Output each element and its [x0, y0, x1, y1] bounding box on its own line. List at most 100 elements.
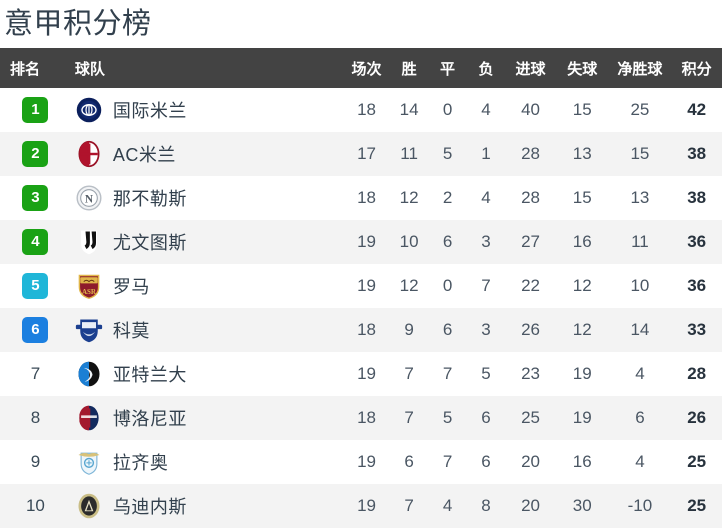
won-cell: 6 [404, 452, 414, 471]
goals-against-cell: 12 [572, 320, 592, 339]
lost-cell: 7 [481, 276, 491, 295]
page-title: 意甲积分榜 [4, 8, 152, 40]
inter-milan-crest [75, 96, 103, 124]
goals-for-cell: 40 [521, 100, 541, 119]
won-cell: 10 [399, 232, 419, 251]
table-row[interactable]: 3 N 那不勒斯 18 12 2 4 28 15 13 38 [0, 176, 722, 220]
goal-diff-cell: 13 [630, 188, 650, 207]
goal-diff-cell: 15 [630, 144, 650, 163]
rank-number: 10 [25, 496, 45, 515]
team-name: 博洛尼亚 [112, 409, 187, 429]
team-name: 科莫 [112, 321, 150, 341]
juventus-crest [75, 228, 103, 256]
column-header-drawn: 平 [440, 60, 456, 78]
drawn-cell: 5 [442, 144, 453, 163]
goals-against-cell: 16 [572, 232, 592, 251]
lost-cell: 3 [481, 320, 491, 339]
team-cell[interactable]: 科莫 [71, 308, 343, 352]
goals-for-cell: 20 [521, 496, 541, 515]
goals-against-cell: 16 [572, 452, 592, 471]
goal-diff-cell: 6 [635, 408, 645, 427]
lost-cell: 5 [481, 364, 491, 383]
lazio-crest [75, 448, 103, 476]
como-crest [75, 316, 103, 344]
drawn-cell: 7 [442, 364, 453, 383]
played-cell: 19 [357, 276, 377, 295]
table-header-row: 排名 球队 场次 胜 平 负 进球 失球 净胜球 积分 [0, 48, 722, 88]
won-cell: 11 [400, 144, 418, 163]
team-name: 亚特兰大 [112, 365, 187, 385]
drawn-cell: 6 [442, 320, 453, 339]
column-header-won: 胜 [401, 60, 417, 78]
played-cell: 18 [357, 408, 377, 427]
team-cell[interactable]: 乌迪内斯 [71, 484, 343, 528]
rank-cell: 10 [0, 484, 71, 528]
goal-diff-cell: 10 [630, 276, 650, 295]
rank-badge: 5 [22, 273, 49, 299]
won-cell: 7 [404, 364, 414, 383]
lost-cell: 6 [481, 452, 491, 471]
team-wrapper: N 那不勒斯 [71, 184, 343, 212]
column-header-rank: 排名 [10, 60, 41, 78]
rank-cell: 1 [0, 88, 71, 132]
table-row[interactable]: 4 尤文图斯 19 10 6 3 27 16 11 36 [0, 220, 722, 264]
table-row[interactable]: 8 博洛尼亚 18 7 5 6 25 19 6 26 [0, 396, 722, 440]
table-row[interactable]: 2 AC米兰 17 11 5 1 28 13 15 38 [0, 132, 722, 176]
rank-cell: 4 [0, 220, 71, 264]
table-row[interactable]: 5 ASR 罗马 19 12 0 7 22 12 10 36 [0, 264, 722, 308]
points-cell: 38 [687, 188, 707, 207]
table-row[interactable]: 10 乌迪内斯 19 7 4 8 20 30 -10 25 [0, 484, 722, 528]
team-name: 拉齐奥 [112, 453, 169, 473]
atalanta-crest [75, 360, 103, 388]
column-header-goals-for: 进球 [515, 60, 546, 78]
team-name: 那不勒斯 [112, 189, 187, 209]
lost-cell: 3 [481, 232, 491, 251]
won-cell: 7 [404, 496, 414, 515]
goal-diff-cell: -10 [627, 496, 653, 515]
drawn-cell: 0 [442, 276, 453, 295]
team-cell[interactable]: 尤文图斯 [71, 220, 343, 264]
goals-for-cell: 20 [521, 452, 541, 471]
table-row[interactable]: 1 国际米兰 18 14 0 4 40 15 25 42 [0, 88, 722, 132]
column-header-team: 球队 [74, 60, 105, 78]
team-cell[interactable]: AC米兰 [71, 132, 343, 176]
team-cell[interactable]: 拉齐奥 [71, 440, 343, 484]
points-cell: 25 [687, 496, 707, 515]
rank-number: 8 [30, 408, 41, 427]
table-row[interactable]: 6 科莫 18 9 6 3 26 12 14 33 [0, 308, 722, 352]
napoli-crest: N [75, 184, 103, 212]
goals-for-cell: 23 [521, 364, 541, 383]
lost-cell: 1 [481, 144, 491, 163]
team-name: 乌迪内斯 [112, 497, 187, 517]
table-row[interactable]: 9 拉齐奥 19 6 7 6 20 16 4 25 [0, 440, 722, 484]
goal-diff-cell: 11 [631, 232, 649, 251]
team-cell[interactable]: ASR 罗马 [71, 264, 343, 308]
played-cell: 17 [357, 144, 377, 163]
team-name: AC米兰 [112, 145, 176, 165]
table-row[interactable]: 7 亚特兰大 19 7 7 5 23 19 4 28 [0, 352, 722, 396]
rank-number: 9 [30, 452, 41, 471]
rank-cell: 6 [0, 308, 71, 352]
team-cell[interactable]: 亚特兰大 [71, 352, 343, 396]
goals-against-cell: 19 [572, 408, 592, 427]
points-cell: 26 [687, 408, 707, 427]
lost-cell: 8 [481, 496, 491, 515]
team-cell[interactable]: 国际米兰 [71, 88, 343, 132]
lost-cell: 6 [481, 408, 491, 427]
table-header: 排名 球队 场次 胜 平 负 进球 失球 净胜球 积分 [0, 48, 722, 88]
points-cell: 42 [687, 100, 707, 119]
column-header-goal-diff: 净胜球 [617, 60, 663, 78]
goals-for-cell: 26 [521, 320, 541, 339]
lost-cell: 4 [481, 188, 491, 207]
played-cell: 19 [357, 364, 377, 383]
drawn-cell: 5 [442, 408, 453, 427]
team-cell[interactable]: 博洛尼亚 [71, 396, 343, 440]
team-wrapper: 尤文图斯 [71, 228, 343, 256]
rank-badge: 3 [22, 185, 49, 211]
drawn-cell: 6 [442, 232, 453, 251]
goal-diff-cell: 14 [630, 320, 650, 339]
drawn-cell: 7 [442, 452, 453, 471]
svg-text:N: N [85, 193, 94, 205]
team-cell[interactable]: N 那不勒斯 [71, 176, 343, 220]
goals-for-cell: 28 [521, 144, 541, 163]
